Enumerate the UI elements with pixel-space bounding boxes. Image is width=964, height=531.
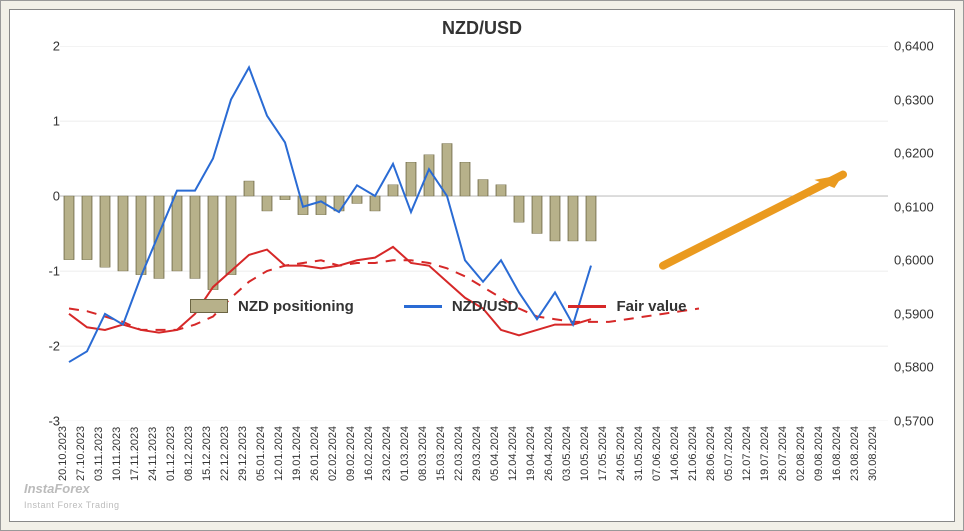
x-tick: 31.05.2024 [633, 426, 645, 481]
legend-item: NZD positioning [190, 298, 354, 315]
y-right-tick: 0,6400 [894, 39, 942, 54]
plot-area: NZD positioning NZD/USD Fair value [60, 46, 888, 421]
x-tick: 03.11.2023 [93, 427, 105, 481]
y-right-tick: 0,5700 [894, 414, 942, 429]
x-tick: 16.02.2024 [363, 426, 375, 481]
x-tick: 17.05.2024 [597, 426, 609, 481]
x-tick: 30.08.2024 [867, 426, 879, 481]
x-tick: 29.12.2023 [237, 426, 249, 481]
x-tick: 27.10.2023 [75, 426, 87, 481]
x-tick: 28.06.2024 [705, 426, 717, 481]
x-tick: 26.04.2024 [543, 426, 555, 481]
x-tick: 24.11.2023 [147, 427, 159, 481]
legend-label: Fair value [616, 298, 686, 315]
chart-panel: NZD/USD -3 -2 -1 0 1 2 0,5700 0,5800 0,5900 0,60… [9, 9, 955, 522]
x-tick: 17.11.2023 [129, 427, 141, 481]
x-tick: 02.02.2024 [327, 426, 339, 481]
legend-swatch [568, 305, 606, 308]
x-tick: 10.11.2023 [111, 427, 123, 481]
x-tick: 01.12.2023 [165, 426, 177, 481]
chart-svg [60, 46, 888, 421]
y-left-tick: 1 [12, 114, 60, 129]
x-tick: 23.02.2024 [381, 426, 393, 481]
legend-label: NZD/USD [452, 298, 519, 315]
chart-title: NZD/USD [10, 10, 954, 43]
legend-swatch [190, 299, 228, 313]
y-left-tick: -1 [12, 264, 60, 279]
x-tick: 26.07.2024 [777, 426, 789, 481]
x-tick: 16.08.2024 [831, 426, 843, 481]
x-tick: 12.04.2024 [507, 426, 519, 481]
x-axis-labels: 20.10.2023 27.10.2023 03.11.2023 10.11.2023… [60, 423, 888, 517]
x-tick: 08.12.2023 [183, 426, 195, 481]
x-tick: 12.01.2024 [273, 426, 285, 481]
x-tick: 22.12.2023 [219, 426, 231, 481]
x-tick: 19.07.2024 [759, 426, 771, 481]
y-left-tick: 2 [12, 39, 60, 54]
footer-logo: InstaForex Instant Forex Trading [24, 482, 120, 511]
y-left-tick: -3 [12, 414, 60, 429]
footer-tagline: Instant Forex Trading [24, 500, 120, 510]
x-tick: 07.06.2024 [651, 426, 663, 481]
legend: NZD positioning NZD/USD Fair value [190, 293, 768, 319]
legend-item: Fair value [568, 298, 686, 315]
y-right-axis-labels: 0,57000,58000,59000,60000,61000,62000,63… [894, 46, 942, 421]
y-right-tick: 0,6100 [894, 199, 942, 214]
legend-item: NZD/USD [404, 298, 519, 315]
x-tick: 22.03.2024 [453, 426, 465, 481]
x-tick: 10.05.2024 [579, 426, 591, 481]
y-left-tick: 0 [12, 189, 60, 204]
x-tick: 19.01.2024 [291, 426, 303, 481]
x-tick: 05.07.2024 [723, 426, 735, 481]
x-tick: 09.02.2024 [345, 426, 357, 481]
x-tick: 20.10.2023 [57, 426, 69, 481]
y-left-tick: -2 [12, 339, 60, 354]
y-right-tick: 0,6300 [894, 92, 942, 107]
legend-swatch [404, 305, 442, 308]
x-tick: 08.03.2024 [417, 426, 429, 481]
x-tick: 15.12.2023 [201, 426, 213, 481]
y-right-tick: 0,6200 [894, 146, 942, 161]
x-tick: 15.03.2024 [435, 426, 447, 481]
y-right-tick: 0,5800 [894, 360, 942, 375]
x-tick: 26.01.2024 [309, 426, 321, 481]
x-tick: 03.05.2024 [561, 426, 573, 481]
x-tick: 23.08.2024 [849, 426, 861, 481]
y-right-tick: 0,5900 [894, 306, 942, 321]
x-tick: 02.08.2024 [795, 426, 807, 481]
x-tick: 29.03.2024 [471, 426, 483, 481]
x-tick: 19.04.2024 [525, 426, 537, 481]
footer-brand: InstaForex [24, 481, 90, 496]
x-tick: 05.01.2024 [255, 426, 267, 481]
y-right-tick: 0,6000 [894, 253, 942, 268]
x-tick: 05.04.2024 [489, 426, 501, 481]
x-tick: 21.06.2024 [687, 426, 699, 481]
x-tick: 09.08.2024 [813, 426, 825, 481]
x-tick: 01.03.2024 [399, 426, 411, 481]
x-tick: 24.05.2024 [615, 426, 627, 481]
y-left-axis-labels: -3-2-1012 [12, 46, 60, 421]
x-tick: 12.07.2024 [741, 426, 753, 481]
x-tick: 14.06.2024 [669, 426, 681, 481]
legend-label: NZD positioning [238, 298, 354, 315]
